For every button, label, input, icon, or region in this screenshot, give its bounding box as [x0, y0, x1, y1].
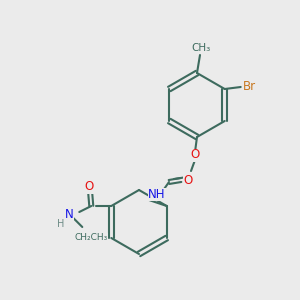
Text: CH₃: CH₃: [191, 43, 211, 53]
Text: CH₂CH₃: CH₂CH₃: [75, 232, 108, 242]
Text: NH: NH: [148, 188, 166, 200]
Text: O: O: [190, 148, 200, 161]
Text: Br: Br: [243, 80, 256, 94]
Text: O: O: [183, 173, 193, 187]
Text: N: N: [65, 208, 74, 220]
Text: H: H: [57, 219, 64, 229]
Text: O: O: [85, 181, 94, 194]
